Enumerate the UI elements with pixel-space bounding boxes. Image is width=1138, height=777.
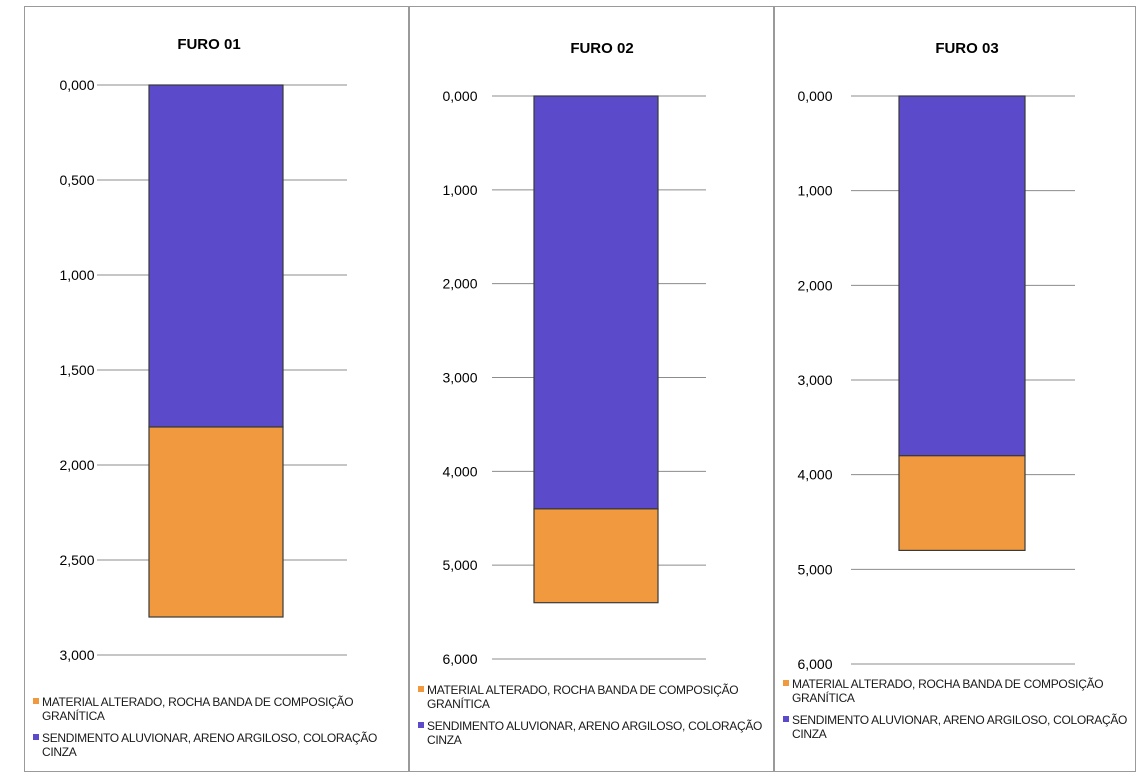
furo-02-panel: FURO 02 0,000 1,000 2,000 3,000 4,000 5,000 6,0… bbox=[409, 6, 774, 772]
legend-swatch-purple bbox=[783, 716, 789, 722]
legend-swatch-orange bbox=[33, 698, 39, 704]
legend-item-material-alterado: MATERIAL ALTERADO, ROCHA BANDA DE COMPOS… bbox=[418, 683, 763, 711]
y-tick-label: 2,000 bbox=[442, 276, 477, 292]
y-tick-label: 4,000 bbox=[442, 463, 477, 479]
bar-segment-material-alterado bbox=[148, 426, 284, 618]
bar-segment-sedimento-aluvionar bbox=[148, 84, 284, 428]
y-tick-label: 5,000 bbox=[442, 557, 477, 573]
y-tick-label: 6,000 bbox=[442, 651, 477, 667]
legend-item-sedimento-aluvionar: SENDIMENTO ALUVIONAR, ARENO ARGILOSO, CO… bbox=[418, 719, 763, 747]
y-tick-label: 2,000 bbox=[59, 457, 94, 473]
legend-label-sedimento-aluvionar: SENDIMENTO ALUVIONAR, ARENO ARGILOSO, CO… bbox=[42, 731, 378, 759]
legend-swatch-orange bbox=[418, 686, 424, 692]
legend-swatch-purple bbox=[418, 722, 424, 728]
bar-segment-material-alterado bbox=[898, 455, 1026, 552]
legend-label-material-alterado: MATERIAL ALTERADO, ROCHA BANDA DE COMPOS… bbox=[42, 695, 354, 723]
y-tick-label: 6,000 bbox=[797, 656, 832, 672]
y-tick-label: 1,000 bbox=[797, 183, 832, 199]
y-tick-label: 1,000 bbox=[442, 182, 477, 198]
legend-label-material-alterado: MATERIAL ALTERADO, ROCHA BANDA DE COMPOS… bbox=[792, 677, 1104, 705]
legend-item-material-alterado: MATERIAL ALTERADO, ROCHA BANDA DE COMPOS… bbox=[33, 695, 393, 723]
y-tick-label: 0,000 bbox=[797, 88, 832, 104]
furo-01-chart: FURO 01 0,000 0,500 1,000 1,500 2,000 2,500 3,0… bbox=[59, 36, 347, 663]
furo-03-legend: MATERIAL ALTERADO, ROCHA BANDA DE COMPOS… bbox=[783, 677, 1128, 749]
chart-title: FURO 02 bbox=[570, 40, 633, 57]
y-tick-label: 0,000 bbox=[442, 88, 477, 104]
chart-title: FURO 01 bbox=[177, 36, 240, 53]
furo-01-panel: FURO 01 0,000 0,500 1,000 1,500 2,000 2,500 3,0… bbox=[24, 6, 409, 772]
legend-item-sedimento-aluvionar: SENDIMENTO ALUVIONAR, ARENO ARGILOSO, CO… bbox=[783, 713, 1128, 741]
y-tick-label: 0,000 bbox=[59, 77, 94, 93]
legend-swatch-purple bbox=[33, 734, 39, 740]
y-tick-label: 4,000 bbox=[797, 467, 832, 483]
chart-title: FURO 03 bbox=[935, 40, 998, 57]
y-tick-label: 3,000 bbox=[797, 372, 832, 388]
y-tick-label: 3,000 bbox=[59, 647, 94, 663]
furo-03-panel: FURO 03 0,000 1,000 2,000 3,000 4,000 5,000 6,0… bbox=[774, 6, 1136, 772]
legend-swatch-orange bbox=[783, 680, 789, 686]
legend-label-sedimento-aluvionar: SENDIMENTO ALUVIONAR, ARENO ARGILOSO, CO… bbox=[427, 719, 763, 747]
legend-item-sedimento-aluvionar: SENDIMENTO ALUVIONAR, ARENO ARGILOSO, CO… bbox=[33, 731, 393, 759]
furo-03-chart: FURO 03 0,000 1,000 2,000 3,000 4,000 5,000 6,0… bbox=[797, 40, 1075, 672]
legend-label-sedimento-aluvionar: SENDIMENTO ALUVIONAR, ARENO ARGILOSO, CO… bbox=[792, 713, 1128, 741]
furo-02-legend: MATERIAL ALTERADO, ROCHA BANDA DE COMPOS… bbox=[418, 683, 763, 755]
legend-item-material-alterado: MATERIAL ALTERADO, ROCHA BANDA DE COMPOS… bbox=[783, 677, 1128, 705]
bar-segment-sedimento-aluvionar bbox=[898, 95, 1026, 457]
furo-01-legend: MATERIAL ALTERADO, ROCHA BANDA DE COMPOS… bbox=[33, 695, 393, 767]
bar-segment-sedimento-aluvionar bbox=[533, 95, 659, 510]
y-tick-label: 0,500 bbox=[59, 172, 94, 188]
legend-label-material-alterado: MATERIAL ALTERADO, ROCHA BANDA DE COMPOS… bbox=[427, 683, 739, 711]
furo-02-chart: FURO 02 0,000 1,000 2,000 3,000 4,000 5,000 6,0… bbox=[442, 40, 706, 667]
y-tick-label: 2,000 bbox=[797, 277, 832, 293]
bar-segment-material-alterado bbox=[533, 508, 659, 604]
y-tick-label: 1,500 bbox=[59, 362, 94, 378]
y-tick-label: 1,000 bbox=[59, 267, 94, 283]
y-tick-label: 3,000 bbox=[442, 370, 477, 386]
y-tick-label: 2,500 bbox=[59, 552, 94, 568]
y-tick-label: 5,000 bbox=[797, 561, 832, 577]
